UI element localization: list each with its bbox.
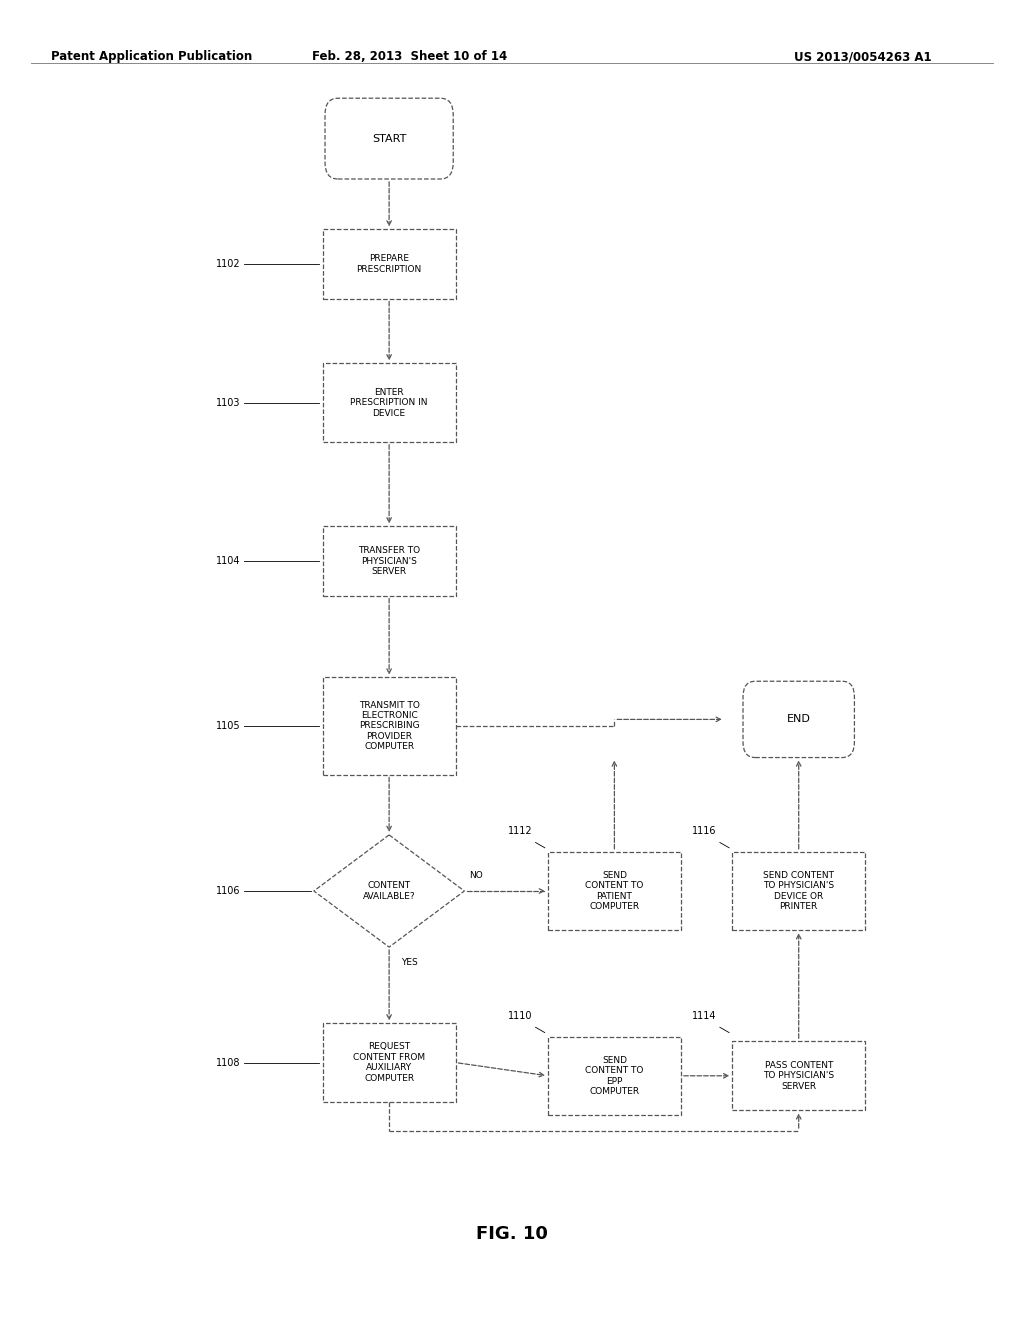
FancyBboxPatch shape <box>323 363 456 442</box>
Text: NO: NO <box>469 871 483 880</box>
Text: 1103: 1103 <box>216 397 241 408</box>
Text: 1108: 1108 <box>216 1057 241 1068</box>
FancyBboxPatch shape <box>323 677 456 775</box>
Polygon shape <box>313 836 465 948</box>
Text: FIG. 10: FIG. 10 <box>476 1225 548 1243</box>
Text: YES: YES <box>401 958 418 966</box>
FancyBboxPatch shape <box>732 1041 865 1110</box>
Text: SEND
CONTENT TO
EPP
COMPUTER: SEND CONTENT TO EPP COMPUTER <box>585 1056 644 1096</box>
FancyBboxPatch shape <box>732 851 865 931</box>
Text: 1112: 1112 <box>508 826 532 836</box>
Text: TRANSFER TO
PHYSICIAN'S
SERVER: TRANSFER TO PHYSICIAN'S SERVER <box>358 546 420 576</box>
Text: REQUEST
CONTENT FROM
AUXILIARY
COMPUTER: REQUEST CONTENT FROM AUXILIARY COMPUTER <box>353 1043 425 1082</box>
Text: 1110: 1110 <box>508 1011 532 1020</box>
FancyBboxPatch shape <box>548 851 681 931</box>
Text: START: START <box>372 133 407 144</box>
Text: CONTENT
AVAILABLE?: CONTENT AVAILABLE? <box>362 882 416 900</box>
Text: ENTER
PRESCRIPTION IN
DEVICE: ENTER PRESCRIPTION IN DEVICE <box>350 388 428 417</box>
Text: 1114: 1114 <box>692 1011 717 1020</box>
Text: SEND
CONTENT TO
PATIENT
COMPUTER: SEND CONTENT TO PATIENT COMPUTER <box>585 871 644 911</box>
FancyBboxPatch shape <box>743 681 854 758</box>
Text: SEND CONTENT
TO PHYSICIAN'S
DEVICE OR
PRINTER: SEND CONTENT TO PHYSICIAN'S DEVICE OR PR… <box>763 871 835 911</box>
Text: PREPARE
PRESCRIPTION: PREPARE PRESCRIPTION <box>356 255 422 273</box>
FancyBboxPatch shape <box>548 1036 681 1115</box>
FancyBboxPatch shape <box>323 1023 456 1102</box>
FancyBboxPatch shape <box>323 230 456 298</box>
Text: END: END <box>786 714 811 725</box>
Text: 1105: 1105 <box>216 721 241 731</box>
Text: Patent Application Publication: Patent Application Publication <box>51 50 253 63</box>
Text: 1102: 1102 <box>216 259 241 269</box>
Text: 1104: 1104 <box>216 556 241 566</box>
Text: 1116: 1116 <box>692 826 717 836</box>
Text: Feb. 28, 2013  Sheet 10 of 14: Feb. 28, 2013 Sheet 10 of 14 <box>312 50 507 63</box>
Text: US 2013/0054263 A1: US 2013/0054263 A1 <box>795 50 932 63</box>
FancyBboxPatch shape <box>323 527 456 595</box>
FancyBboxPatch shape <box>325 98 454 180</box>
Text: PASS CONTENT
TO PHYSICIAN'S
SERVER: PASS CONTENT TO PHYSICIAN'S SERVER <box>763 1061 835 1090</box>
Text: TRANSMIT TO
ELECTRONIC
PRESCRIBING
PROVIDER
COMPUTER: TRANSMIT TO ELECTRONIC PRESCRIBING PROVI… <box>358 701 420 751</box>
Text: 1106: 1106 <box>216 886 241 896</box>
